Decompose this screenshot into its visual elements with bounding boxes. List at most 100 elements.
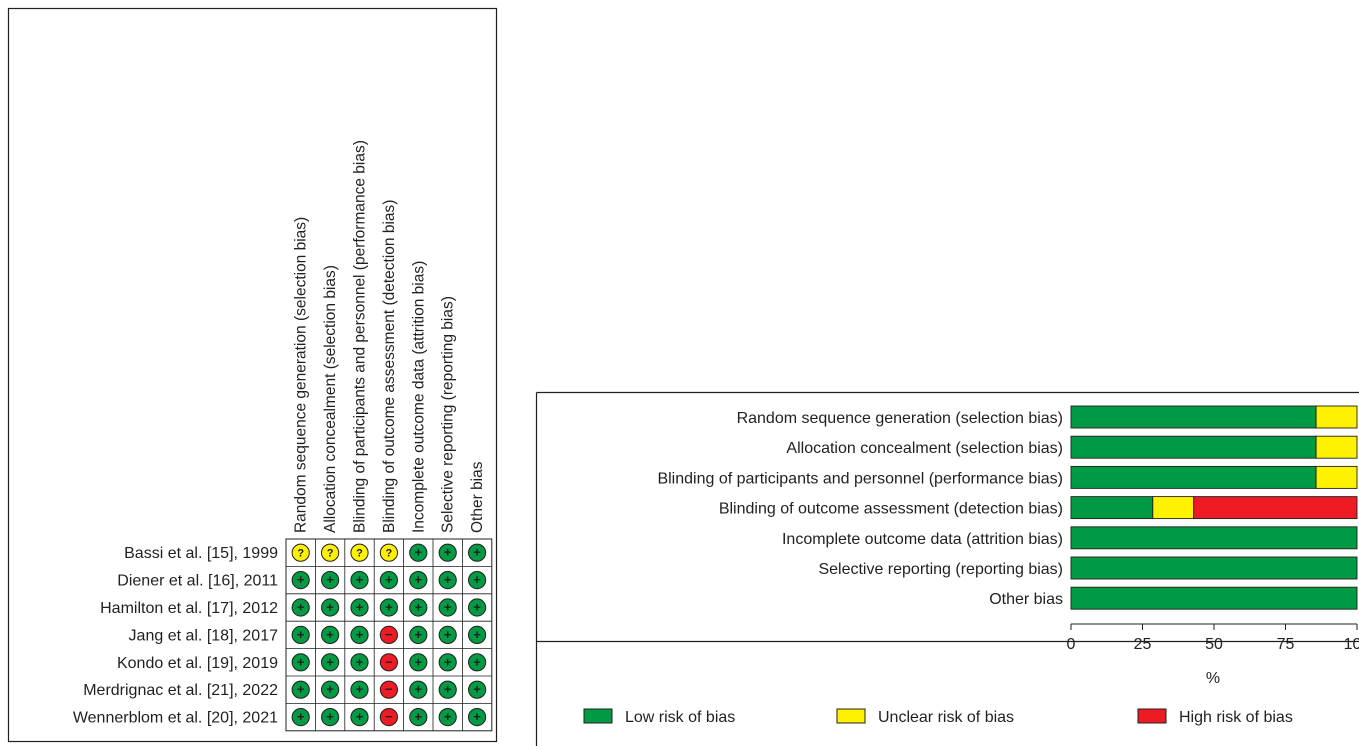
rating-low-icon [321,653,340,672]
rating-symbol: ? [297,548,304,560]
x-axis-label: % [1206,670,1220,687]
rating-low-icon [409,680,428,699]
rating-symbol: + [385,572,393,587]
rating-low-icon [409,625,428,645]
domain-column-header: Blinding of outcome assessment (detectio… [381,200,398,533]
rating-low-icon [409,598,428,617]
rating-low-icon [350,708,369,727]
legend-swatch-high [1137,708,1167,724]
rating-unclear-icon [291,543,310,562]
bar-segment-low [1070,435,1317,459]
rating-symbol: + [444,627,452,642]
domain-column-header: Allocation concealment (selection bias) [322,265,339,533]
bar-segment-unclear [1315,405,1358,429]
rating-symbol: + [473,600,481,615]
rating-symbol: + [444,654,452,669]
rating-symbol: + [326,572,334,587]
rating-low-icon [438,653,457,672]
domain-column-header: Other bias [469,461,486,533]
category-label: Random sequence generation (selection bi… [737,410,1063,427]
rating-low-icon [409,653,428,672]
rating-high-icon [379,625,398,645]
study-label: Jang et al. [18], 2017 [129,627,279,644]
rating-low-icon [350,625,369,645]
rating-high-icon [379,708,398,727]
rating-symbol: + [473,572,481,587]
rating-unclear-icon [321,543,340,562]
rating-low-icon [321,571,340,590]
rating-low-icon [438,708,457,727]
rating-symbol: + [297,572,305,587]
category-label: Allocation concealment (selection bias) [786,440,1063,457]
bar-segment-unclear [1315,465,1358,489]
rating-symbol: + [415,654,423,669]
rating-symbol: ? [356,548,363,560]
rating-low-icon [291,571,310,590]
rating-symbol: + [356,627,364,642]
legend-label: Low risk of bias [625,709,735,726]
legend-label: Unclear risk of bias [878,709,1014,726]
rating-low-icon [438,598,457,617]
legend-label: High risk of bias [1179,709,1293,726]
rating-symbol: + [326,709,334,724]
rating-low-icon [468,571,487,590]
category-label: Selective reporting (reporting bias) [818,561,1063,578]
rating-low-icon [438,571,457,590]
rating-symbol: + [473,627,481,642]
rating-low-icon [350,598,369,617]
rating-symbol: + [415,600,423,615]
rating-symbol: + [444,600,452,615]
rating-symbol: + [444,545,452,560]
rating-symbol: + [415,627,423,642]
study-label: Hamilton et al. [17], 2012 [100,600,278,617]
rating-symbol: + [326,682,334,697]
rating-low-icon [468,708,487,727]
domain-column-header: Incomplete outcome data (attrition bias) [410,261,427,533]
rating-symbol: + [473,545,481,560]
rating-symbol: − [385,682,393,697]
study-label: Diener et al. [16], 2011 [117,573,278,590]
rating-symbol: + [473,709,481,724]
summary-grid-border [285,538,493,732]
x-tick-label: 75 [1277,636,1295,653]
rating-low-icon [379,598,398,617]
rating-low-icon [409,543,428,562]
rating-symbol: + [415,682,423,697]
rating-low-icon [321,708,340,727]
bar-segment-low [1070,526,1358,550]
rating-symbol: + [385,600,393,615]
rating-low-icon [321,625,340,645]
rating-symbol: + [356,600,364,615]
rating-symbol: + [297,600,305,615]
rating-low-icon [291,708,310,727]
rating-symbol: ? [327,548,334,560]
rating-symbol: + [473,682,481,697]
rating-symbol: + [356,709,364,724]
rating-low-icon [321,598,340,617]
rating-symbol: + [444,709,452,724]
rating-symbol: + [415,545,423,560]
bar-segment-low [1070,556,1358,580]
rating-symbol: + [356,572,364,587]
rating-symbol: + [297,709,305,724]
rating-symbol: − [385,709,393,724]
bar-segment-low [1070,465,1317,489]
rating-unclear-icon [379,543,398,562]
x-tick-label: 50 [1205,636,1223,653]
rating-low-icon [468,680,487,699]
rating-symbol: + [326,627,334,642]
rating-symbol: + [415,709,423,724]
domain-column-header: Selective reporting (reporting bias) [440,296,457,533]
rating-symbol: − [385,654,393,669]
domain-column-header: Blinding of participants and personnel (… [352,140,369,533]
rating-symbol: + [444,682,452,697]
rating-unclear-icon [350,543,369,562]
rating-low-icon [409,571,428,590]
rating-symbol: + [297,682,305,697]
study-label: Wennerblom et al. [20], 2021 [73,710,278,727]
category-label: Incomplete outcome data (attrition bias) [782,531,1063,548]
rating-low-icon [379,571,398,590]
rating-symbol: + [415,572,423,587]
study-label: Bassi et al. [15], 1999 [124,545,278,562]
